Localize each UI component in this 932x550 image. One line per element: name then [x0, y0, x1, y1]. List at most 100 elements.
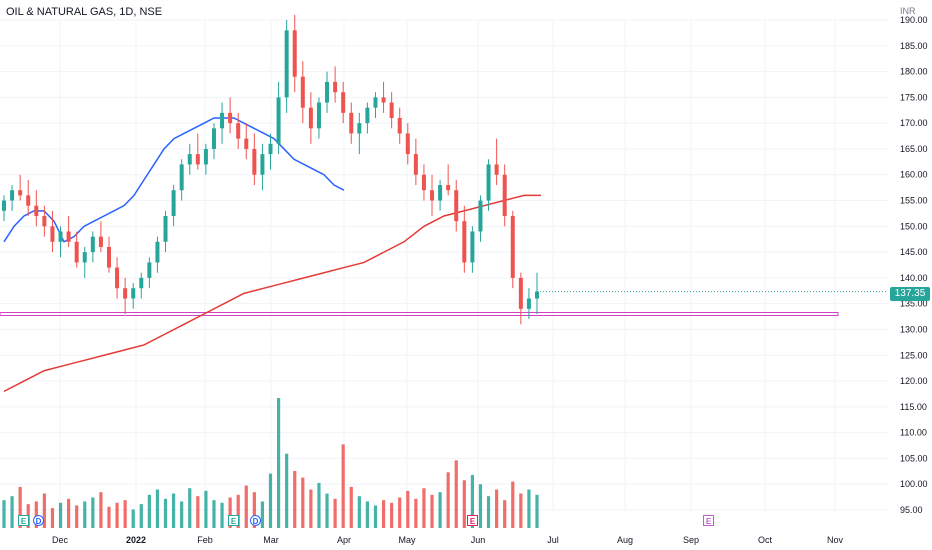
- y-tick-label: 170.00: [900, 118, 928, 128]
- volume-bar: [293, 470, 297, 528]
- candle-body: [82, 252, 87, 263]
- volume-bar: [220, 502, 224, 528]
- candle-body: [106, 246, 111, 268]
- volume-bar: [115, 502, 119, 528]
- candle-body: [220, 112, 225, 129]
- volume-bar: [357, 496, 361, 528]
- volume-bar: [422, 488, 426, 528]
- candle-body: [244, 138, 249, 149]
- x-tick-label: 2022: [126, 535, 146, 545]
- volume-bar: [163, 498, 168, 528]
- dividend-marker[interactable]: D: [33, 515, 44, 526]
- volume-bar: [495, 489, 499, 528]
- earnings-marker[interactable]: E: [467, 515, 478, 526]
- candle-body: [228, 112, 233, 124]
- candle-body: [316, 102, 321, 129]
- candle-body: [430, 190, 435, 201]
- volume-bar: [478, 484, 483, 528]
- dividend-marker[interactable]: D: [250, 515, 261, 526]
- candle-body: [526, 298, 531, 309]
- candle-body: [74, 241, 79, 263]
- candle-body: [397, 118, 402, 134]
- last-price-badge: 137.35: [890, 287, 930, 301]
- candle-body: [195, 154, 200, 165]
- x-tick-label: Mar: [263, 535, 279, 545]
- candle-body: [66, 231, 71, 242]
- candle-body: [26, 195, 31, 206]
- earnings-marker[interactable]: E: [18, 515, 29, 526]
- candle-body: [187, 154, 192, 165]
- x-tick-label: Oct: [758, 535, 773, 545]
- volume-bar: [171, 493, 176, 528]
- candle-body: [462, 221, 467, 263]
- volume-bar: [390, 502, 394, 528]
- volume-bar: [406, 490, 410, 528]
- candle-body: [502, 174, 507, 216]
- y-tick-label: 160.00: [900, 170, 928, 180]
- volume-bar: [107, 506, 111, 528]
- volume-bar: [365, 501, 370, 528]
- y-tick-label: 150.00: [900, 221, 928, 231]
- y-tick-label: 135.00: [900, 299, 928, 309]
- candle-body: [90, 236, 95, 253]
- candle-body: [139, 277, 144, 289]
- candle-body: [276, 97, 281, 144]
- volume-bar: [349, 486, 353, 528]
- volume-bar: [503, 500, 507, 528]
- candle-body: [438, 185, 443, 201]
- volume-bar: [180, 501, 184, 528]
- volume-bar: [454, 460, 458, 528]
- volume-bar: [244, 485, 248, 528]
- volume-bar: [188, 488, 192, 528]
- x-tick-label: May: [398, 535, 416, 545]
- candle-body: [203, 148, 208, 165]
- volume-bar: [147, 494, 151, 528]
- candle-body: [284, 30, 289, 98]
- y-tick-label: 130.00: [900, 324, 928, 334]
- volume-bar: [511, 481, 515, 528]
- x-tick-label: Jun: [471, 535, 486, 545]
- volume-bar: [196, 496, 200, 528]
- candle-body: [155, 241, 160, 263]
- volume-bar: [341, 444, 345, 528]
- candle-body: [42, 216, 47, 227]
- candle-body: [292, 30, 297, 77]
- volume-bar: [325, 493, 329, 528]
- candle-body: [381, 97, 386, 103]
- volume-bar: [414, 498, 418, 528]
- y-tick-label: 175.00: [900, 92, 928, 102]
- x-tick-label: Nov: [827, 535, 844, 545]
- volume-bar: [438, 492, 442, 528]
- candle-body: [50, 226, 55, 242]
- earnings-marker[interactable]: E: [228, 515, 239, 526]
- volume-bar: [131, 509, 135, 528]
- volume-bar: [309, 489, 313, 528]
- volume-bar: [462, 480, 466, 528]
- y-tick-label: 120.00: [900, 376, 928, 386]
- x-tick-label: Jul: [547, 535, 559, 545]
- moving-average-fast: [3, 117, 345, 243]
- candle-body: [123, 288, 128, 299]
- y-tick-label: 125.00: [900, 350, 928, 360]
- y-tick-label: 110.00: [900, 428, 927, 438]
- volume-bar: [50, 508, 55, 528]
- volume-bar: [260, 501, 265, 528]
- candle-body: [494, 164, 499, 175]
- y-tick-label: 165.00: [900, 144, 928, 154]
- candle-body: [365, 107, 370, 124]
- volume-bar: [139, 504, 143, 528]
- candle-body: [34, 205, 39, 216]
- x-tick-label: Dec: [52, 535, 69, 545]
- volume-bar: [317, 482, 321, 528]
- volume-bar: [236, 494, 240, 528]
- candle-body: [518, 277, 523, 309]
- upcoming-earnings-marker[interactable]: E: [703, 515, 714, 526]
- volume-bar: [373, 505, 378, 528]
- candle-body: [470, 231, 475, 263]
- candle-body: [405, 133, 410, 155]
- candle-body: [268, 143, 273, 155]
- volume-bar: [470, 474, 474, 528]
- volume-bar: [91, 497, 95, 528]
- candle-body: [115, 267, 120, 289]
